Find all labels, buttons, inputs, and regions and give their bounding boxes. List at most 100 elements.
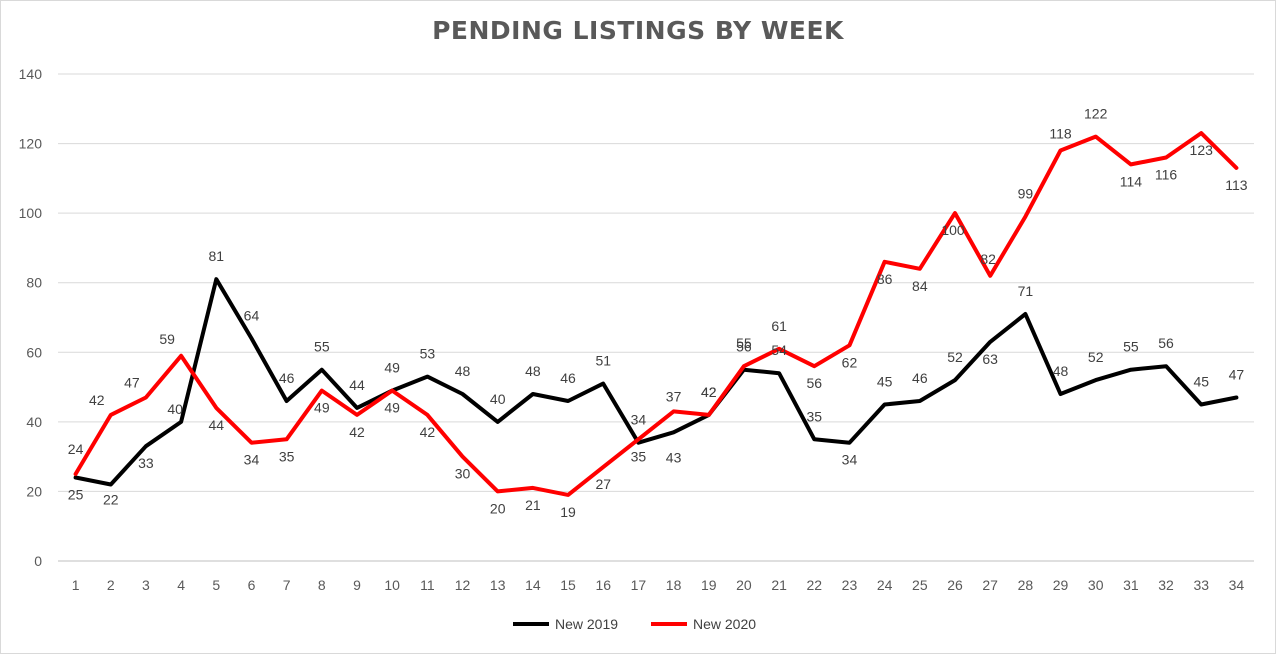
data-label: 35 bbox=[279, 448, 295, 464]
x-tick-label: 31 bbox=[1123, 577, 1139, 593]
data-label: 34 bbox=[842, 452, 858, 468]
x-tick-label: 8 bbox=[318, 577, 326, 593]
data-label: 55 bbox=[314, 339, 330, 355]
data-label: 37 bbox=[666, 388, 682, 404]
data-label: 35 bbox=[807, 408, 823, 424]
data-label: 100 bbox=[941, 222, 965, 238]
x-tick-label: 34 bbox=[1229, 577, 1245, 593]
data-label: 56 bbox=[736, 339, 752, 355]
data-label: 30 bbox=[455, 466, 471, 482]
data-label: 42 bbox=[701, 384, 717, 400]
y-axis-ticks: 0 20 40 60 80 100 120 140 bbox=[19, 66, 43, 569]
data-label: 46 bbox=[560, 370, 576, 386]
chart-title: PENDING LISTINGS BY WEEK bbox=[432, 16, 844, 45]
data-label: 49 bbox=[314, 400, 330, 416]
data-label: 52 bbox=[947, 349, 963, 365]
y-tick-label: 80 bbox=[26, 275, 42, 291]
y-tick-label: 20 bbox=[26, 483, 42, 499]
x-tick-label: 15 bbox=[560, 577, 576, 593]
data-label: 56 bbox=[807, 375, 823, 391]
data-label: 118 bbox=[1049, 126, 1072, 142]
data-label: 59 bbox=[159, 331, 175, 347]
y-tick-label: 40 bbox=[26, 414, 42, 430]
data-label: 27 bbox=[595, 476, 611, 492]
x-tick-label: 28 bbox=[1018, 577, 1034, 593]
data-label: 62 bbox=[842, 354, 858, 370]
x-tick-label: 26 bbox=[947, 577, 963, 593]
x-tick-label: 10 bbox=[384, 577, 400, 593]
x-tick-label: 22 bbox=[807, 577, 823, 593]
x-tick-label: 32 bbox=[1158, 577, 1174, 593]
data-label: 64 bbox=[244, 307, 260, 323]
x-tick-label: 4 bbox=[177, 577, 185, 593]
data-label: 25 bbox=[68, 487, 84, 503]
data-label: 51 bbox=[595, 353, 611, 369]
y-tick-label: 0 bbox=[34, 553, 42, 569]
data-label: 45 bbox=[877, 373, 893, 389]
x-tick-label: 11 bbox=[420, 577, 435, 593]
data-label: 63 bbox=[982, 351, 998, 367]
data-label: 35 bbox=[631, 448, 647, 464]
data-label: 22 bbox=[103, 491, 119, 507]
y-tick-label: 140 bbox=[19, 66, 43, 82]
x-tick-label: 7 bbox=[283, 577, 291, 593]
data-label: 33 bbox=[138, 455, 154, 471]
x-tick-label: 5 bbox=[212, 577, 220, 593]
data-label: 47 bbox=[1229, 367, 1245, 383]
data-label: 34 bbox=[244, 452, 260, 468]
x-tick-label: 2 bbox=[107, 577, 115, 593]
x-tick-label: 24 bbox=[877, 577, 893, 593]
data-label: 48 bbox=[455, 363, 471, 379]
x-tick-label: 23 bbox=[842, 577, 858, 593]
data-label: 122 bbox=[1084, 106, 1108, 122]
data-label: 40 bbox=[490, 391, 506, 407]
series-line-new-2019 bbox=[73, 277, 1239, 487]
data-labels: 25 22 33 40 81 64 46 55 44 49 53 48 40 48 46 51 34 43 42 56… bbox=[68, 106, 1248, 520]
data-label: 56 bbox=[1158, 335, 1174, 351]
data-label: 20 bbox=[490, 500, 506, 516]
data-label: 71 bbox=[1018, 283, 1034, 299]
x-tick-label: 33 bbox=[1193, 577, 1209, 593]
series-line-new-2020 bbox=[73, 131, 1239, 497]
data-label: 61 bbox=[771, 318, 787, 334]
data-label: 42 bbox=[701, 384, 717, 400]
x-tick-label: 19 bbox=[701, 577, 717, 593]
data-label: 44 bbox=[209, 417, 225, 433]
y-tick-label: 120 bbox=[19, 136, 43, 152]
x-tick-label: 1 bbox=[72, 577, 80, 593]
data-label: 46 bbox=[279, 370, 295, 386]
data-label: 123 bbox=[1190, 142, 1214, 158]
data-label: 84 bbox=[912, 278, 928, 294]
x-tick-label: 12 bbox=[455, 577, 471, 593]
data-label: 99 bbox=[1018, 186, 1034, 202]
data-label: 24 bbox=[68, 441, 84, 457]
data-label: 42 bbox=[420, 424, 436, 440]
data-label: 113 bbox=[1225, 177, 1248, 193]
data-label: 42 bbox=[349, 424, 365, 440]
data-label: 86 bbox=[877, 271, 893, 287]
data-label: 81 bbox=[209, 248, 225, 264]
data-label: 45 bbox=[1193, 373, 1209, 389]
legend-label: New 2020 bbox=[693, 616, 756, 632]
data-label: 34 bbox=[631, 412, 647, 428]
data-label: 55 bbox=[1123, 339, 1139, 355]
data-label: 48 bbox=[1053, 363, 1069, 379]
data-label: 114 bbox=[1120, 173, 1143, 189]
data-label: 49 bbox=[384, 400, 400, 416]
data-label: 54 bbox=[771, 342, 787, 358]
x-tick-label: 29 bbox=[1053, 577, 1069, 593]
x-tick-label: 9 bbox=[353, 577, 361, 593]
x-tick-label: 20 bbox=[736, 577, 752, 593]
y-tick-label: 60 bbox=[26, 344, 42, 360]
data-label: 21 bbox=[525, 497, 541, 513]
data-label: 47 bbox=[124, 375, 140, 391]
x-tick-label: 18 bbox=[666, 577, 682, 593]
data-label: 48 bbox=[525, 363, 541, 379]
x-axis-ticks: 1 2 3 4 5 6 7 8 9 10 11 12 13 14 15 16 17 18 19 20 21 22 23 24 2… bbox=[72, 577, 1245, 593]
x-tick-label: 6 bbox=[248, 577, 256, 593]
x-tick-label: 21 bbox=[771, 577, 787, 593]
x-tick-label: 25 bbox=[912, 577, 928, 593]
data-label: 55 bbox=[736, 335, 752, 351]
